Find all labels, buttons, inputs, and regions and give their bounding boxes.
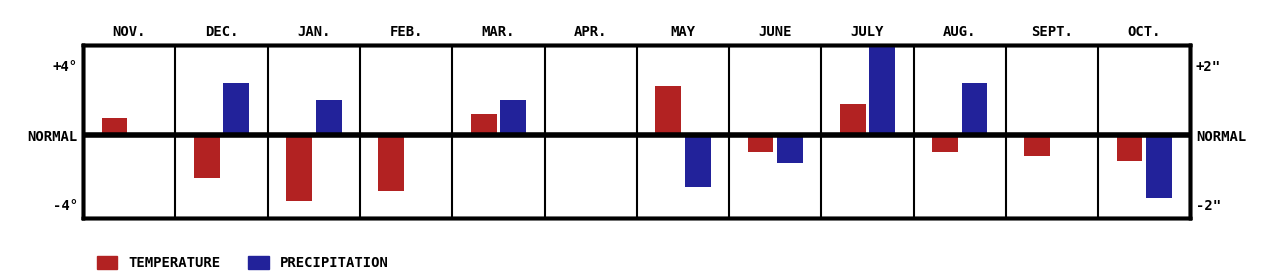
Bar <box>777 135 803 163</box>
Bar <box>869 0 895 135</box>
Bar <box>193 135 220 178</box>
Bar <box>932 135 957 152</box>
Bar <box>748 135 773 152</box>
Bar <box>101 118 128 135</box>
Bar <box>471 114 497 135</box>
Bar <box>287 135 312 201</box>
Bar <box>961 83 987 135</box>
Bar <box>379 135 404 191</box>
Bar <box>655 87 681 135</box>
Bar <box>1024 135 1050 156</box>
Bar <box>1146 135 1172 198</box>
Legend: TEMPERATURE, PRECIPITATION: TEMPERATURE, PRECIPITATION <box>96 256 389 270</box>
Bar <box>500 100 526 135</box>
Bar <box>840 104 865 135</box>
Bar <box>224 83 250 135</box>
Bar <box>685 135 710 187</box>
Bar <box>1116 135 1143 161</box>
Bar <box>316 100 342 135</box>
